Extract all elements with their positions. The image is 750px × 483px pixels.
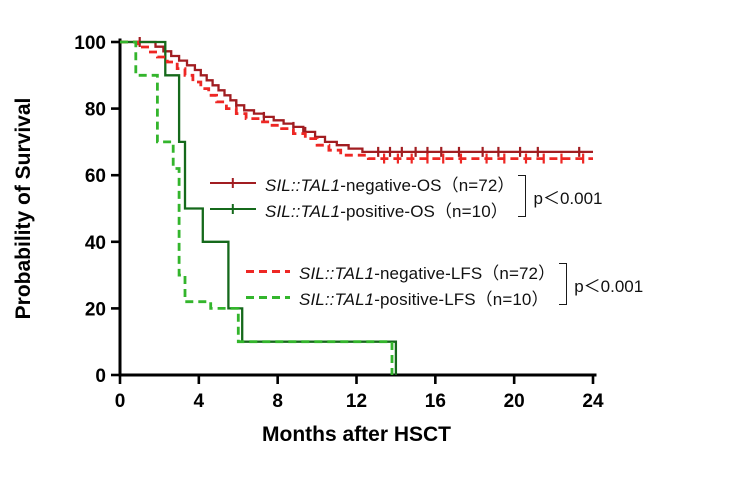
legend-row-positive-os: SIL::TAL1-positive-OS（n=10） bbox=[210, 196, 514, 222]
gene-name: SIL::TAL1 bbox=[299, 289, 375, 309]
line-sample-positive-lfs bbox=[246, 295, 290, 299]
x-tick-label: 12 bbox=[346, 391, 367, 412]
comparison-bracket bbox=[559, 263, 568, 305]
legend-label-suffix: -positive-LFS（n=10） bbox=[374, 289, 549, 309]
p-value-lfs: p＜0.001 bbox=[574, 276, 644, 296]
censor-tick-icon bbox=[231, 204, 235, 214]
y-tick-label: 20 bbox=[85, 299, 106, 320]
x-tick-label: 4 bbox=[194, 391, 205, 412]
y-tick-label: 100 bbox=[74, 33, 106, 54]
comparison-bracket bbox=[518, 175, 527, 217]
y-axis-title: Probability of Survival bbox=[12, 98, 35, 320]
legend-os-rows: SIL::TAL1-negative-OS（n=72） SIL::TAL1-po… bbox=[210, 170, 514, 222]
legend-os-group: SIL::TAL1-negative-OS（n=72） SIL::TAL1-po… bbox=[210, 170, 602, 222]
survival-curve-1 bbox=[120, 40, 398, 375]
gene-name: SIL::TAL1 bbox=[265, 175, 341, 195]
line-sample-positive-os bbox=[210, 204, 256, 214]
censor-tick-icon bbox=[231, 178, 235, 188]
legend-label-negative-lfs: SIL::TAL1-negative-LFS（n=72） bbox=[299, 259, 555, 284]
legend-label-negative-os: SIL::TAL1-negative-OS（n=72） bbox=[265, 171, 514, 196]
line-sample-negative-os bbox=[210, 178, 256, 188]
y-tick-label: 0 bbox=[95, 366, 106, 387]
x-tick-label: 24 bbox=[582, 391, 604, 412]
legend-row-negative-lfs: SIL::TAL1-negative-LFS（n=72） bbox=[246, 258, 555, 284]
legend-label-suffix: -positive-OS（n=10） bbox=[340, 201, 508, 221]
x-tick-label: 16 bbox=[425, 391, 446, 412]
legend-lfs-rows: SIL::TAL1-negative-LFS（n=72） SIL::TAL1-p… bbox=[246, 258, 555, 310]
legend-row-positive-lfs: SIL::TAL1-positive-LFS（n=10） bbox=[246, 284, 555, 310]
y-tick-label: 60 bbox=[85, 166, 106, 187]
legend-label-suffix: -negative-LFS（n=72） bbox=[374, 263, 556, 283]
survival-curve-2 bbox=[120, 40, 593, 160]
legend-row-negative-os: SIL::TAL1-negative-OS（n=72） bbox=[210, 170, 514, 196]
survival-curve-0 bbox=[120, 40, 593, 154]
y-tick-label: 80 bbox=[85, 100, 106, 121]
x-tick-label: 0 bbox=[115, 391, 126, 412]
legend-lfs-group: SIL::TAL1-negative-LFS（n=72） SIL::TAL1-p… bbox=[246, 258, 643, 310]
x-axis-title: Months after HSCT bbox=[262, 423, 451, 446]
survival-curve-3 bbox=[120, 40, 394, 375]
gene-name: SIL::TAL1 bbox=[299, 263, 375, 283]
legend-label-suffix: -negative-OS（n=72） bbox=[340, 175, 515, 195]
x-tick-label: 20 bbox=[504, 391, 525, 412]
p-value-os: p＜0.001 bbox=[533, 188, 603, 208]
gene-name: SIL::TAL1 bbox=[265, 201, 341, 221]
x-tick-label: 8 bbox=[272, 391, 283, 412]
y-tick-label: 40 bbox=[85, 233, 106, 254]
line-sample-negative-lfs bbox=[246, 269, 290, 273]
legend-label-positive-lfs: SIL::TAL1-positive-LFS（n=10） bbox=[299, 285, 549, 310]
legend-label-positive-os: SIL::TAL1-positive-OS（n=10） bbox=[265, 197, 508, 222]
